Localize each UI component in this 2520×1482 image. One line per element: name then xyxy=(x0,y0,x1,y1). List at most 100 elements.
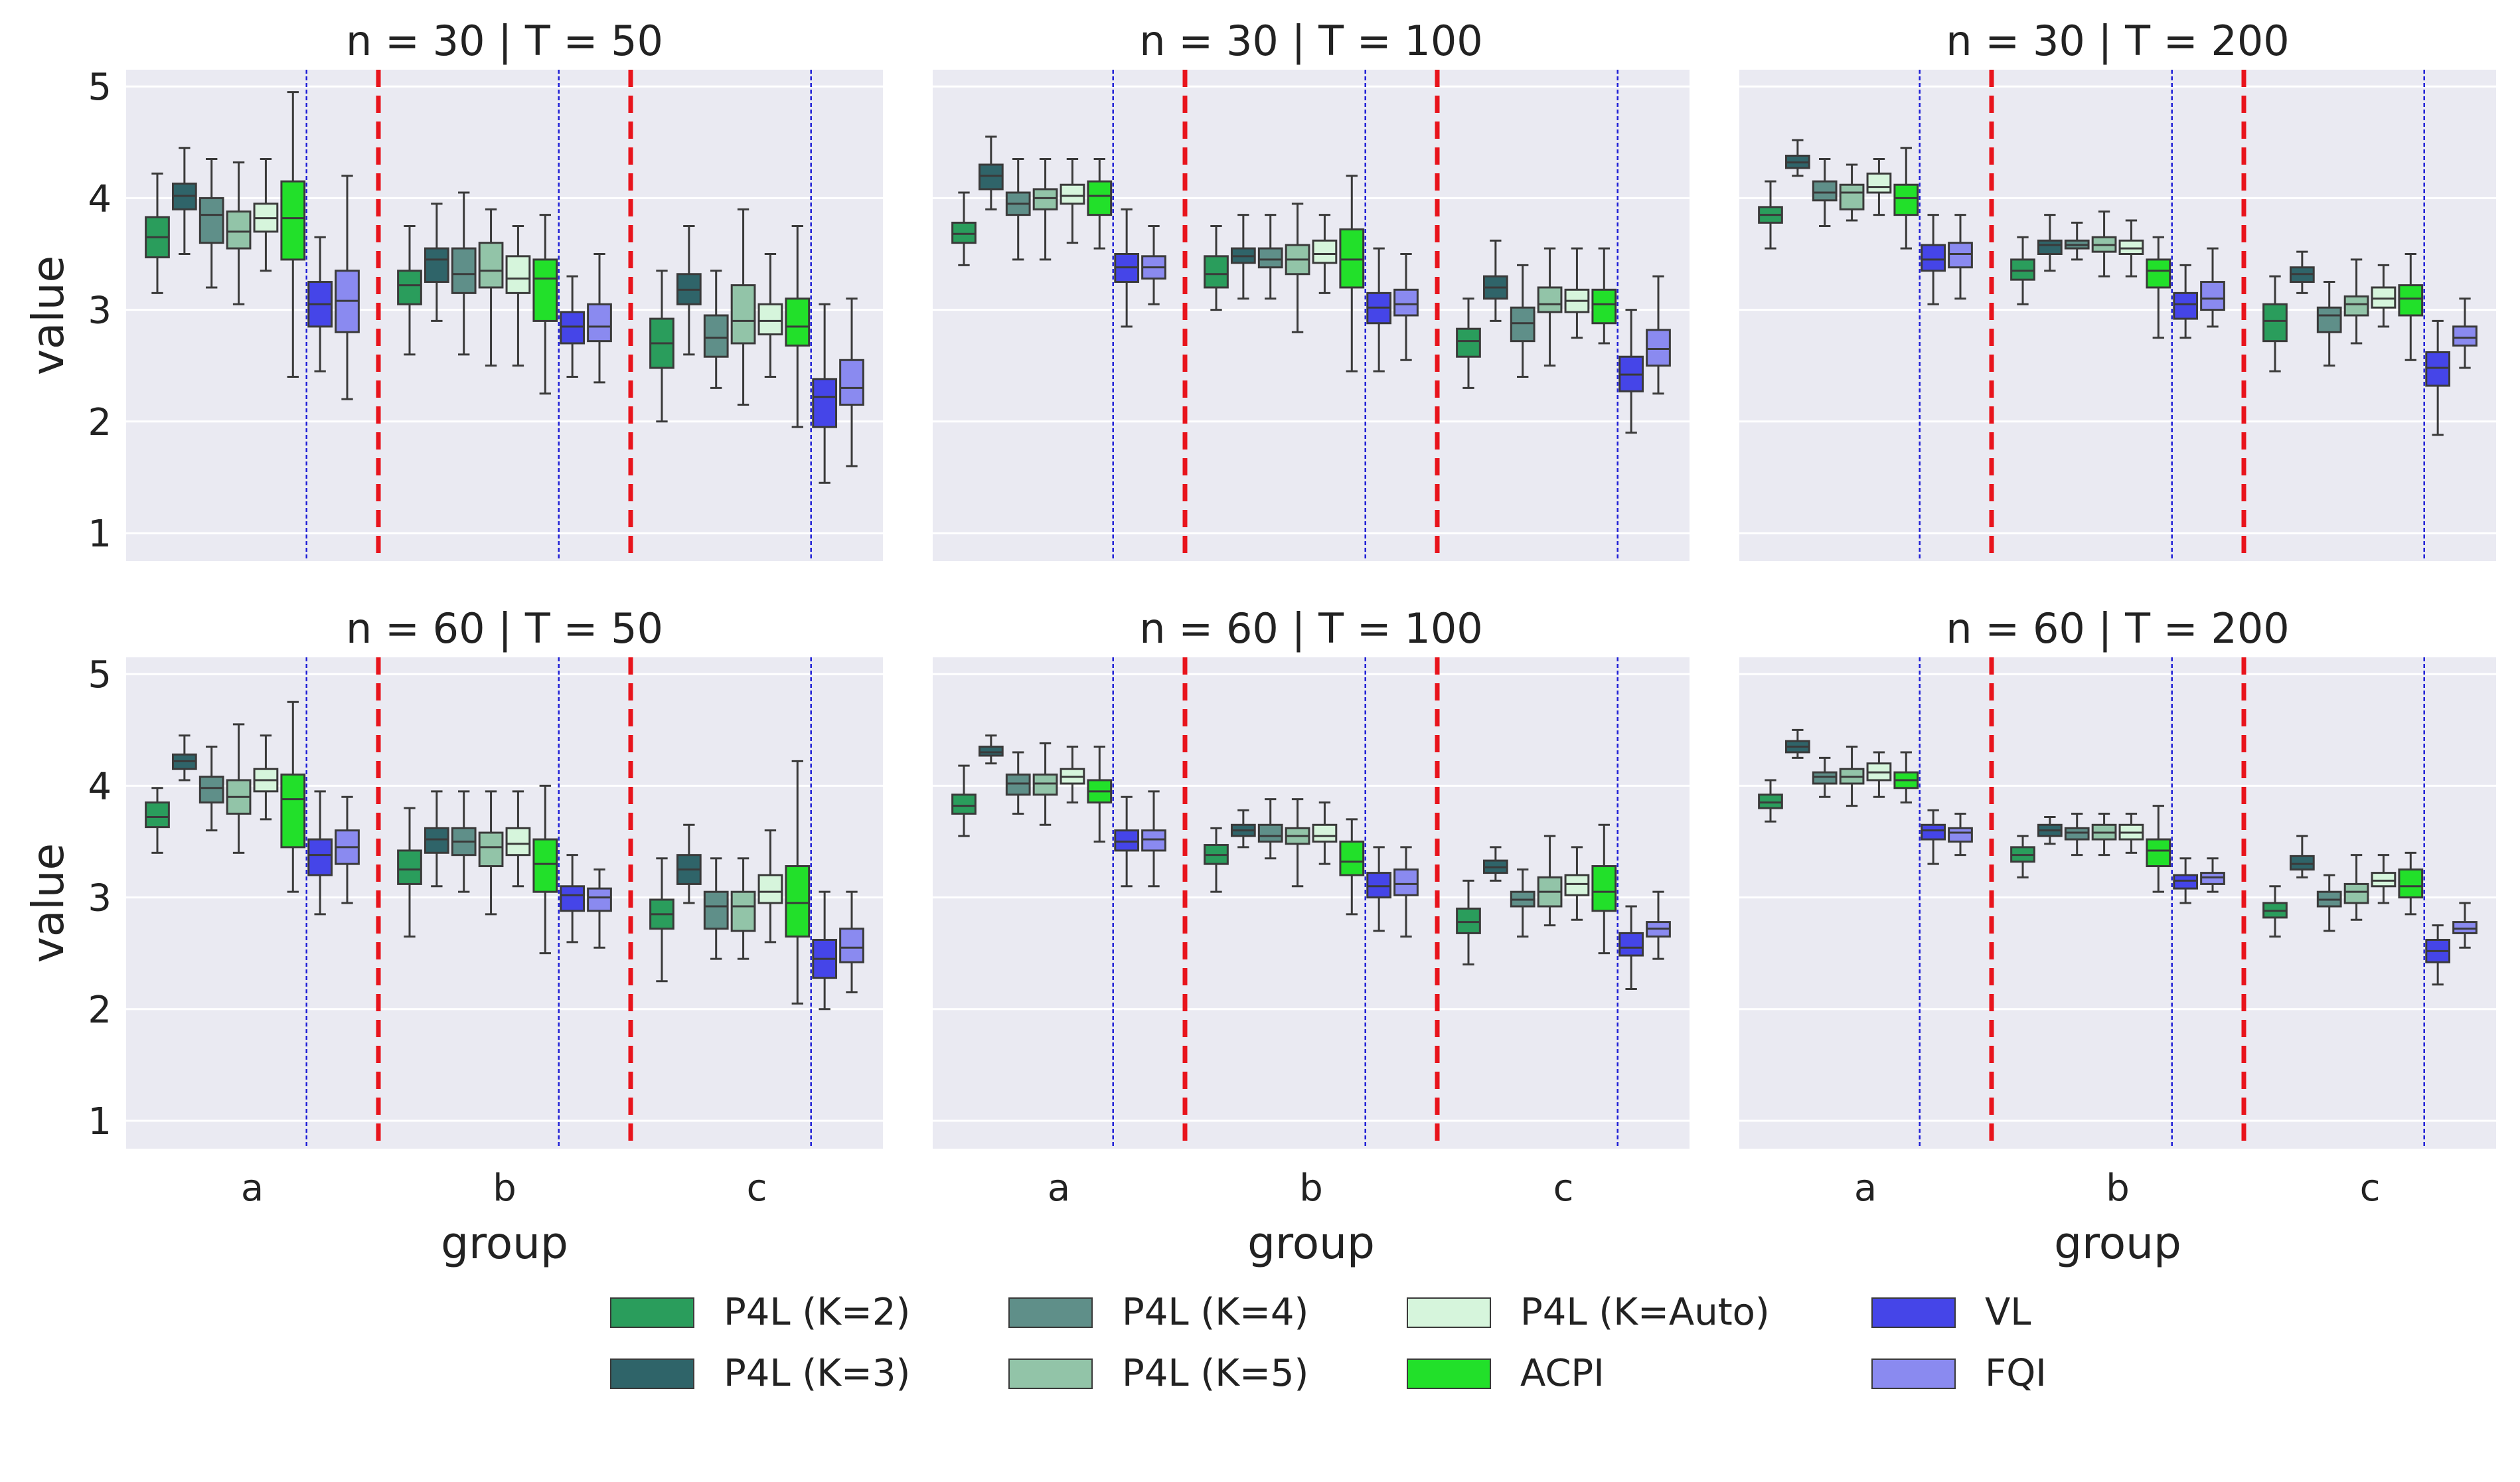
x-tick-label: b xyxy=(493,1167,516,1210)
box-P4L (K=3) xyxy=(1230,214,1256,300)
legend-label: ACPI xyxy=(1520,1352,1605,1395)
box-VL xyxy=(812,890,838,1011)
box-iqr xyxy=(1312,239,1338,264)
y-tick-label: 5 xyxy=(88,653,112,697)
box-P4L (K=5) xyxy=(2091,812,2117,857)
box-VL xyxy=(1114,795,1140,888)
box-P4L (K=3) xyxy=(1784,139,1810,177)
box-FQI xyxy=(587,868,612,949)
box-P4L (K=2) xyxy=(2010,236,2035,305)
box-FQI xyxy=(335,795,360,904)
box-P4L (K=3) xyxy=(1482,239,1508,322)
box-iqr xyxy=(424,827,449,854)
box-iqr xyxy=(478,242,504,289)
box-iqr xyxy=(1893,183,1919,216)
box-FQI xyxy=(1393,846,1419,938)
box-P4L (K=3) xyxy=(1784,728,1810,759)
box-VL xyxy=(2425,924,2451,986)
box-VL xyxy=(560,275,586,378)
box-iqr xyxy=(2200,872,2225,885)
legend-label: VL xyxy=(1985,1291,2031,1334)
box-iqr xyxy=(978,163,1004,191)
box-P4L (K=3) xyxy=(424,790,449,888)
x-tick-label: b xyxy=(2106,1167,2130,1210)
box-iqr xyxy=(1812,180,1838,202)
legend-swatch xyxy=(1407,1297,1491,1328)
box-P4L (K=Auto) xyxy=(1866,751,1892,798)
box-P4L (K=4) xyxy=(1510,264,1536,378)
panel-title: n = 60 | T = 200 xyxy=(1946,604,2289,653)
box-iqr xyxy=(1618,932,1644,957)
legend-item: VL xyxy=(1871,1291,2031,1334)
y-tick-label: 2 xyxy=(88,401,112,444)
box-P4L (K=3) xyxy=(2037,214,2063,272)
box-iqr xyxy=(757,303,783,336)
box-iqr xyxy=(280,180,306,261)
box-iqr xyxy=(1393,868,1419,896)
box-P4L (K=2) xyxy=(1204,827,1229,893)
box-FQI xyxy=(1646,890,1671,960)
box-iqr xyxy=(2289,855,2315,871)
box-FQI xyxy=(2200,247,2225,328)
box-P4L (K=5) xyxy=(226,723,252,854)
box-iqr xyxy=(2146,258,2171,289)
box-P4L (K=Auto) xyxy=(1564,247,1590,339)
panel: n = 30 | T = 100 xyxy=(933,17,1690,561)
box-ACPI xyxy=(280,700,306,893)
box-FQI xyxy=(2452,297,2478,369)
box-P4L (K=5) xyxy=(1537,247,1563,367)
box-P4L (K=3) xyxy=(2289,250,2315,294)
y-tick-label: 1 xyxy=(88,1100,112,1143)
box-iqr xyxy=(1948,827,1973,843)
box-VL xyxy=(2425,319,2451,436)
box-P4L (K=5) xyxy=(478,208,504,367)
box-P4L (K=4) xyxy=(1510,868,1536,938)
panel-title: n = 30 | T = 100 xyxy=(1139,17,1482,66)
box-iqr xyxy=(2371,872,2397,888)
box-iqr xyxy=(1141,829,1166,852)
box-P4L (K=5) xyxy=(1032,158,1058,261)
box-P4L (K=5) xyxy=(730,208,756,406)
box-P4L (K=3) xyxy=(2289,835,2315,878)
box-P4L (K=3) xyxy=(978,135,1004,210)
box-iqr xyxy=(1060,183,1085,205)
box-ACPI xyxy=(1339,175,1365,372)
box-ACPI xyxy=(1591,823,1617,955)
legend-swatch xyxy=(1407,1358,1491,1389)
box-iqr xyxy=(1948,242,1973,269)
box-P4L (K=2) xyxy=(951,191,977,266)
box-VL xyxy=(1366,846,1392,932)
panel-title: n = 60 | T = 100 xyxy=(1139,604,1482,653)
box-iqr xyxy=(1257,247,1283,269)
box-P4L (K=Auto) xyxy=(505,224,531,367)
box-iqr xyxy=(1366,872,1392,899)
box-iqr xyxy=(839,928,864,963)
box-iqr xyxy=(2173,874,2199,890)
box-iqr xyxy=(226,210,252,250)
box-P4L (K=5) xyxy=(1285,203,1310,333)
box-P4L (K=Auto) xyxy=(757,253,783,378)
box-VL xyxy=(1921,214,1946,305)
legend-item: P4L (K=5) xyxy=(1008,1352,1308,1395)
box-P4L (K=3) xyxy=(171,147,197,255)
box-VL xyxy=(1366,247,1392,372)
plot-area xyxy=(126,70,883,561)
box-ACPI xyxy=(785,224,811,428)
box-iqr xyxy=(1758,793,1783,809)
legend-label: FQI xyxy=(1985,1352,2047,1395)
box-ACPI xyxy=(532,214,558,395)
plot-area xyxy=(933,70,1690,561)
y-tick-label: 1 xyxy=(88,513,112,556)
box-ACPI xyxy=(785,760,811,1005)
box-iqr xyxy=(198,776,224,804)
box-VL xyxy=(812,303,838,484)
box-P4L (K=4) xyxy=(703,270,729,389)
legend-swatch xyxy=(610,1358,694,1389)
box-ACPI xyxy=(2146,236,2171,339)
box-P4L (K=Auto) xyxy=(253,158,279,272)
box-iqr xyxy=(1646,329,1671,367)
box-iqr xyxy=(560,885,586,912)
box-FQI xyxy=(1393,253,1419,361)
legend-swatch xyxy=(1871,1358,1956,1389)
box-iqr xyxy=(2146,838,2171,867)
